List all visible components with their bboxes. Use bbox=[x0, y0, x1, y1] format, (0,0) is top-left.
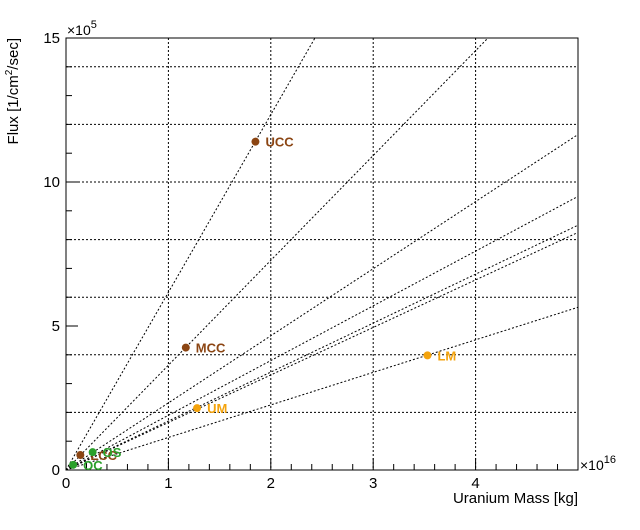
data-label-ucc: UCC bbox=[265, 135, 294, 150]
x-tick-label: 3 bbox=[369, 475, 377, 492]
data-point-ucc bbox=[251, 137, 260, 146]
y-multiplier-exponent: 5 bbox=[91, 19, 97, 31]
data-label-mcc: MCC bbox=[196, 341, 226, 356]
data-label-um: UM bbox=[207, 401, 227, 416]
y-multiplier-base: ×10 bbox=[67, 22, 91, 38]
data-point-um bbox=[193, 404, 202, 413]
y-tick-label: 15 bbox=[43, 30, 60, 47]
y-axis-title-sup: 2 bbox=[4, 69, 15, 75]
y-axis-title: Flux [1/cm2/sec] bbox=[4, 38, 22, 144]
guide-line bbox=[66, 231, 578, 470]
data-point-lcc bbox=[76, 451, 85, 460]
x-tick-label: 4 bbox=[471, 475, 479, 492]
grid bbox=[66, 38, 578, 470]
data-point-oc bbox=[69, 460, 78, 469]
guide-line bbox=[66, 38, 316, 470]
data-label-oc: OC bbox=[83, 458, 103, 473]
x-axis-title: Uranium Mass [kg] bbox=[453, 490, 578, 507]
tick-labels: 0 1 2 3 4 0 5 10 15 bbox=[43, 30, 479, 492]
guide-line bbox=[66, 306, 578, 470]
guide-line bbox=[66, 38, 489, 470]
guide-lines bbox=[66, 38, 578, 470]
guide-line bbox=[66, 224, 578, 470]
x-multiplier: ×1016 bbox=[580, 454, 616, 473]
y-tick-label: 5 bbox=[52, 318, 60, 335]
y-tick-label: 0 bbox=[52, 462, 60, 479]
y-axis-title-tail: /sec] bbox=[5, 38, 22, 70]
x-tick-label: 2 bbox=[267, 475, 275, 492]
data-point-mcc bbox=[181, 343, 190, 352]
y-axis-title-main: Flux [1/cm bbox=[5, 75, 22, 144]
y-multiplier: ×105 bbox=[67, 19, 97, 38]
x-multiplier-exponent: 16 bbox=[604, 454, 616, 466]
data-point-os bbox=[88, 448, 97, 457]
x-tick-label: 1 bbox=[164, 475, 172, 492]
guide-line bbox=[66, 195, 578, 470]
data-label-lcc: LCC bbox=[90, 448, 117, 463]
x-tick-label: 0 bbox=[62, 475, 70, 492]
guide-line bbox=[66, 134, 578, 470]
data-point-lm bbox=[423, 351, 432, 360]
y-tick-label: 10 bbox=[43, 174, 60, 191]
data-label-os: OS bbox=[103, 445, 122, 460]
x-multiplier-base: ×10 bbox=[580, 457, 604, 473]
axis-ticks bbox=[65, 37, 579, 471]
data-label-lm: LM bbox=[437, 348, 456, 363]
plot-frame bbox=[65, 37, 579, 471]
